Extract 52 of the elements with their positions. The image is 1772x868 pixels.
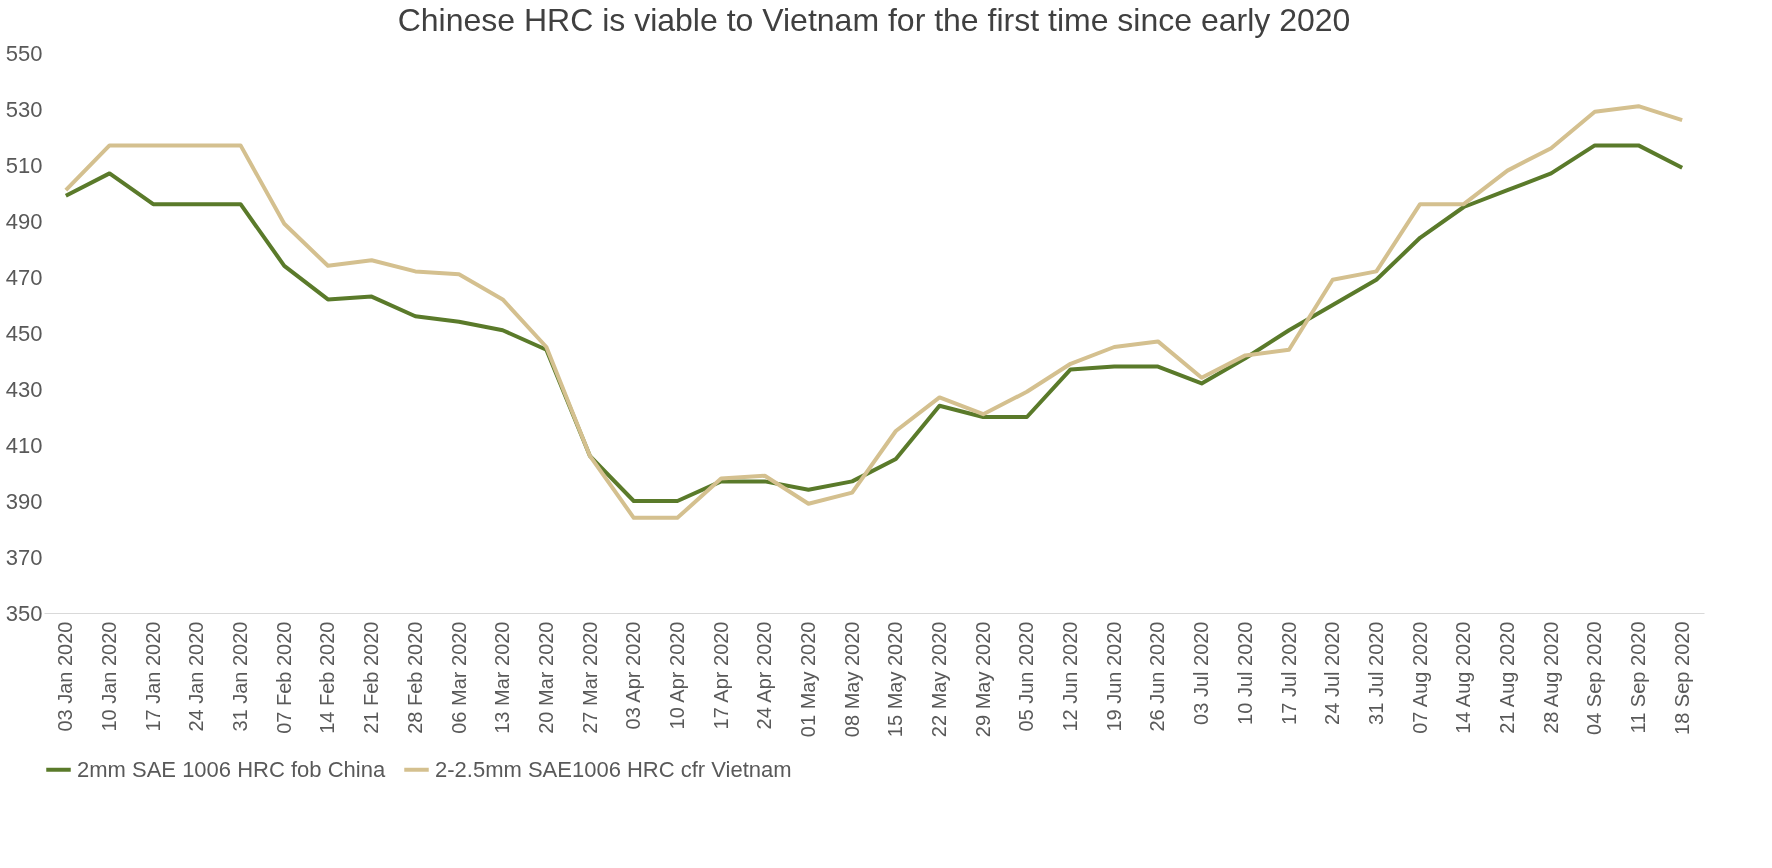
x-tick-label: 28 Feb 2020 <box>403 621 426 734</box>
x-tick-label: 03 Apr 2020 <box>622 621 645 730</box>
chart-title: Chinese HRC is viable to Vietnam for the first time since early 2020 <box>397 2 1351 38</box>
x-tick-label: 17 Jul 2020 <box>1277 621 1300 725</box>
x-tick-label: 13 Mar 2020 <box>491 621 514 734</box>
x-tick-label: 08 May 2020 <box>840 621 863 738</box>
x-tick-label: 26 Jun 2020 <box>1146 621 1169 732</box>
x-tick-label: 01 May 2020 <box>796 621 819 738</box>
y-tick-label: 530 <box>5 96 43 122</box>
x-tick-label: 31 Jan 2020 <box>229 621 252 732</box>
x-tick-label: 28 Aug 2020 <box>1539 621 1562 734</box>
y-tick-label: 350 <box>5 600 43 626</box>
x-tick-label: 10 Jan 2020 <box>98 621 121 732</box>
y-tick-label: 430 <box>5 376 43 402</box>
x-tick-label: 14 Feb 2020 <box>316 621 339 734</box>
x-tick-label: 06 Mar 2020 <box>447 621 470 734</box>
x-tick-label: 03 Jul 2020 <box>1190 621 1213 725</box>
x-tick-label: 24 Jan 2020 <box>185 621 208 732</box>
legend-label: 2mm SAE 1006 HRC fob China <box>77 756 386 782</box>
y-tick-label: 470 <box>5 264 43 290</box>
y-tick-label: 450 <box>5 320 43 346</box>
x-tick-label: 14 Aug 2020 <box>1452 621 1475 734</box>
x-tick-label: 20 Mar 2020 <box>534 621 557 734</box>
x-tick-label: 17 Jan 2020 <box>141 621 164 732</box>
x-tick-label: 24 Apr 2020 <box>753 621 776 730</box>
y-tick-label: 550 <box>5 40 43 66</box>
x-tick-label: 15 May 2020 <box>884 621 907 738</box>
x-tick-label: 19 Jun 2020 <box>1102 621 1125 732</box>
x-tick-label: 29 May 2020 <box>971 621 994 738</box>
x-tick-label: 24 Jul 2020 <box>1321 621 1344 725</box>
x-tick-label: 22 May 2020 <box>928 621 951 738</box>
y-tick-label: 410 <box>5 432 43 458</box>
x-tick-label: 03 Jan 2020 <box>54 621 77 732</box>
x-tick-label: 05 Jun 2020 <box>1015 621 1038 732</box>
x-tick-label: 11 Sep 2020 <box>1626 621 1649 734</box>
x-tick-label: 07 Feb 2020 <box>272 621 295 734</box>
x-tick-label: 10 Jul 2020 <box>1233 621 1256 725</box>
x-tick-label: 31 Jul 2020 <box>1364 621 1387 725</box>
y-tick-label: 370 <box>5 544 43 570</box>
x-tick-label: 18 Sep 2020 <box>1670 621 1693 735</box>
y-tick-label: 510 <box>5 152 43 178</box>
x-tick-label: 21 Feb 2020 <box>360 621 383 734</box>
x-tick-label: 12 Jun 2020 <box>1059 621 1082 732</box>
y-tick-label: 390 <box>5 488 43 514</box>
x-tick-label: 10 Apr 2020 <box>665 621 688 730</box>
x-tick-label: 07 Aug 2020 <box>1408 621 1431 734</box>
x-tick-label: 17 Apr 2020 <box>709 621 732 730</box>
x-tick-label: 04 Sep 2020 <box>1583 621 1606 735</box>
legend-label: 2-2.5mm SAE1006 HRC cfr Vietnam <box>435 756 792 782</box>
y-tick-label: 490 <box>5 208 43 234</box>
x-tick-label: 21 Aug 2020 <box>1495 621 1518 734</box>
x-tick-label: 27 Mar 2020 <box>578 621 601 734</box>
